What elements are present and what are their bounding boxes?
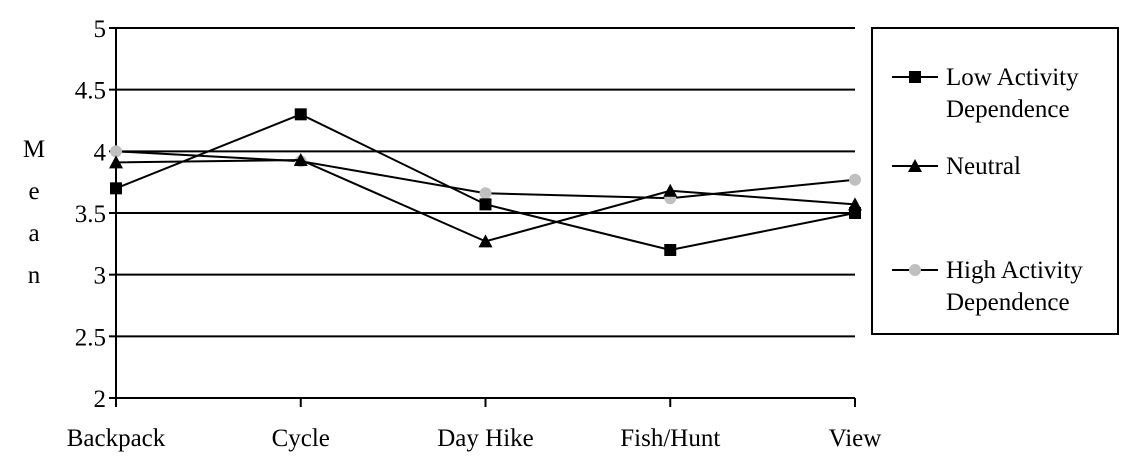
y-tick-label: 3 <box>94 263 107 290</box>
series-square <box>110 108 861 256</box>
y-tick-label: 5 <box>94 16 107 43</box>
axes <box>109 27 855 407</box>
legend-label: Low Activity <box>946 64 1079 91</box>
legend-marker <box>909 71 921 83</box>
data-point <box>295 108 307 120</box>
data-point <box>110 182 122 194</box>
legend: Low Activity Dependence Neutral High Activi… <box>872 28 1118 334</box>
legend-label: Dependence <box>946 96 1070 123</box>
legend-label: High Activity <box>946 257 1083 284</box>
x-tick-labels: Backpack Cycle Day Hike Fish/Hunt View <box>67 425 882 452</box>
y-axis-label-letter: M <box>23 136 45 163</box>
x-tick-label: View <box>829 425 882 452</box>
series-lines <box>109 108 862 256</box>
y-tick-label: 3.5 <box>75 201 106 228</box>
legend-label: Dependence <box>946 289 1070 316</box>
y-tick-label: 2.5 <box>75 324 106 351</box>
y-axis-label-letter: e <box>28 178 39 205</box>
series-circle <box>110 145 861 204</box>
x-tick-label: Day Hike <box>437 425 534 452</box>
x-tick-label: Cycle <box>272 425 330 452</box>
data-point <box>480 198 492 210</box>
data-point <box>849 174 861 186</box>
data-point <box>664 244 676 256</box>
y-tick-labels: 2 2.5 3 3.5 4 4.5 5 <box>75 16 107 413</box>
data-point <box>480 187 492 199</box>
gridlines <box>116 28 855 336</box>
legend-marker <box>909 264 921 276</box>
y-tick-label: 4.5 <box>75 78 106 105</box>
x-tick-label: Fish/Hunt <box>620 425 720 452</box>
data-point <box>849 207 861 219</box>
x-tick-label: Backpack <box>67 425 166 452</box>
y-axis-label-letter: n <box>28 262 41 289</box>
y-axis-label-letter: a <box>28 220 39 247</box>
y-tick-label: 2 <box>94 386 107 413</box>
series-line <box>116 114 855 250</box>
y-tick-label: 4 <box>94 139 107 166</box>
legend-label: Neutral <box>946 153 1021 180</box>
